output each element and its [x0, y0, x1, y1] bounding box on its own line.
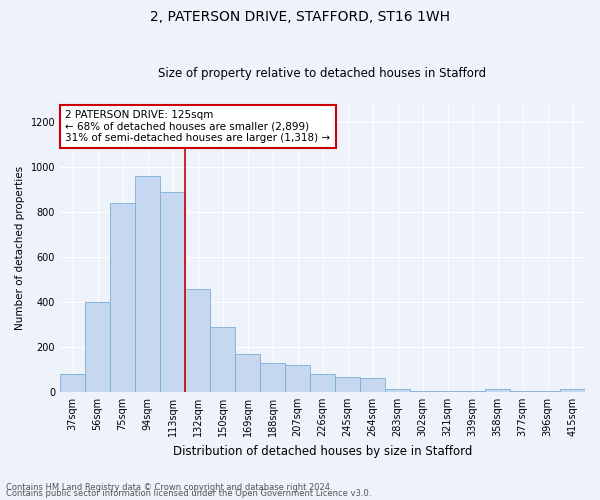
Bar: [460, 391, 485, 392]
Bar: [385, 388, 410, 392]
Text: 2, PATERSON DRIVE, STAFFORD, ST16 1WH: 2, PATERSON DRIVE, STAFFORD, ST16 1WH: [150, 10, 450, 24]
Bar: [310, 374, 335, 392]
Bar: [110, 203, 135, 392]
Bar: [235, 354, 260, 392]
Bar: [60, 374, 85, 392]
Bar: [360, 378, 385, 392]
Y-axis label: Number of detached properties: Number of detached properties: [15, 166, 25, 330]
Title: Size of property relative to detached houses in Stafford: Size of property relative to detached ho…: [158, 66, 487, 80]
Bar: [510, 391, 535, 392]
Bar: [85, 302, 110, 392]
Bar: [160, 192, 185, 392]
Bar: [485, 388, 510, 392]
Bar: [535, 391, 560, 392]
Bar: [435, 391, 460, 392]
Text: Contains public sector information licensed under the Open Government Licence v3: Contains public sector information licen…: [6, 490, 371, 498]
Bar: [560, 388, 585, 392]
Bar: [285, 365, 310, 392]
Text: Contains HM Land Registry data © Crown copyright and database right 2024.: Contains HM Land Registry data © Crown c…: [6, 484, 332, 492]
X-axis label: Distribution of detached houses by size in Stafford: Distribution of detached houses by size …: [173, 444, 472, 458]
Text: 2 PATERSON DRIVE: 125sqm
← 68% of detached houses are smaller (2,899)
31% of sem: 2 PATERSON DRIVE: 125sqm ← 68% of detach…: [65, 110, 331, 143]
Bar: [185, 288, 210, 392]
Bar: [410, 391, 435, 392]
Bar: [260, 362, 285, 392]
Bar: [135, 176, 160, 392]
Bar: [210, 327, 235, 392]
Bar: [335, 378, 360, 392]
